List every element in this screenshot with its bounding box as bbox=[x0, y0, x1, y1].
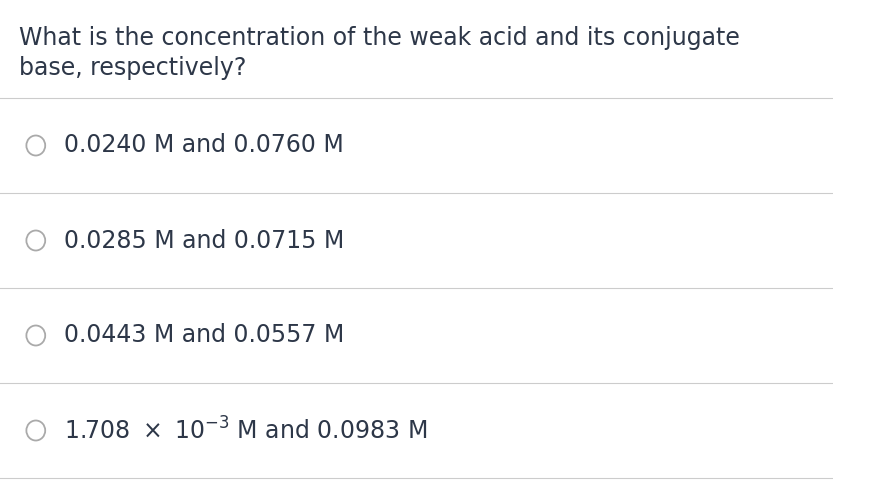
Text: 0.0240 M and 0.0760 M: 0.0240 M and 0.0760 M bbox=[64, 134, 344, 158]
Text: What is the concentration of the weak acid and its conjugate: What is the concentration of the weak ac… bbox=[19, 26, 740, 50]
Text: 0.0443 M and 0.0557 M: 0.0443 M and 0.0557 M bbox=[64, 324, 344, 347]
Text: 0.0285 M and 0.0715 M: 0.0285 M and 0.0715 M bbox=[64, 228, 344, 252]
Text: base, respectively?: base, respectively? bbox=[19, 56, 247, 80]
Text: $1.708\ \times\ 10^{-3}$ M and 0.0983 M: $1.708\ \times\ 10^{-3}$ M and 0.0983 M bbox=[64, 417, 427, 444]
